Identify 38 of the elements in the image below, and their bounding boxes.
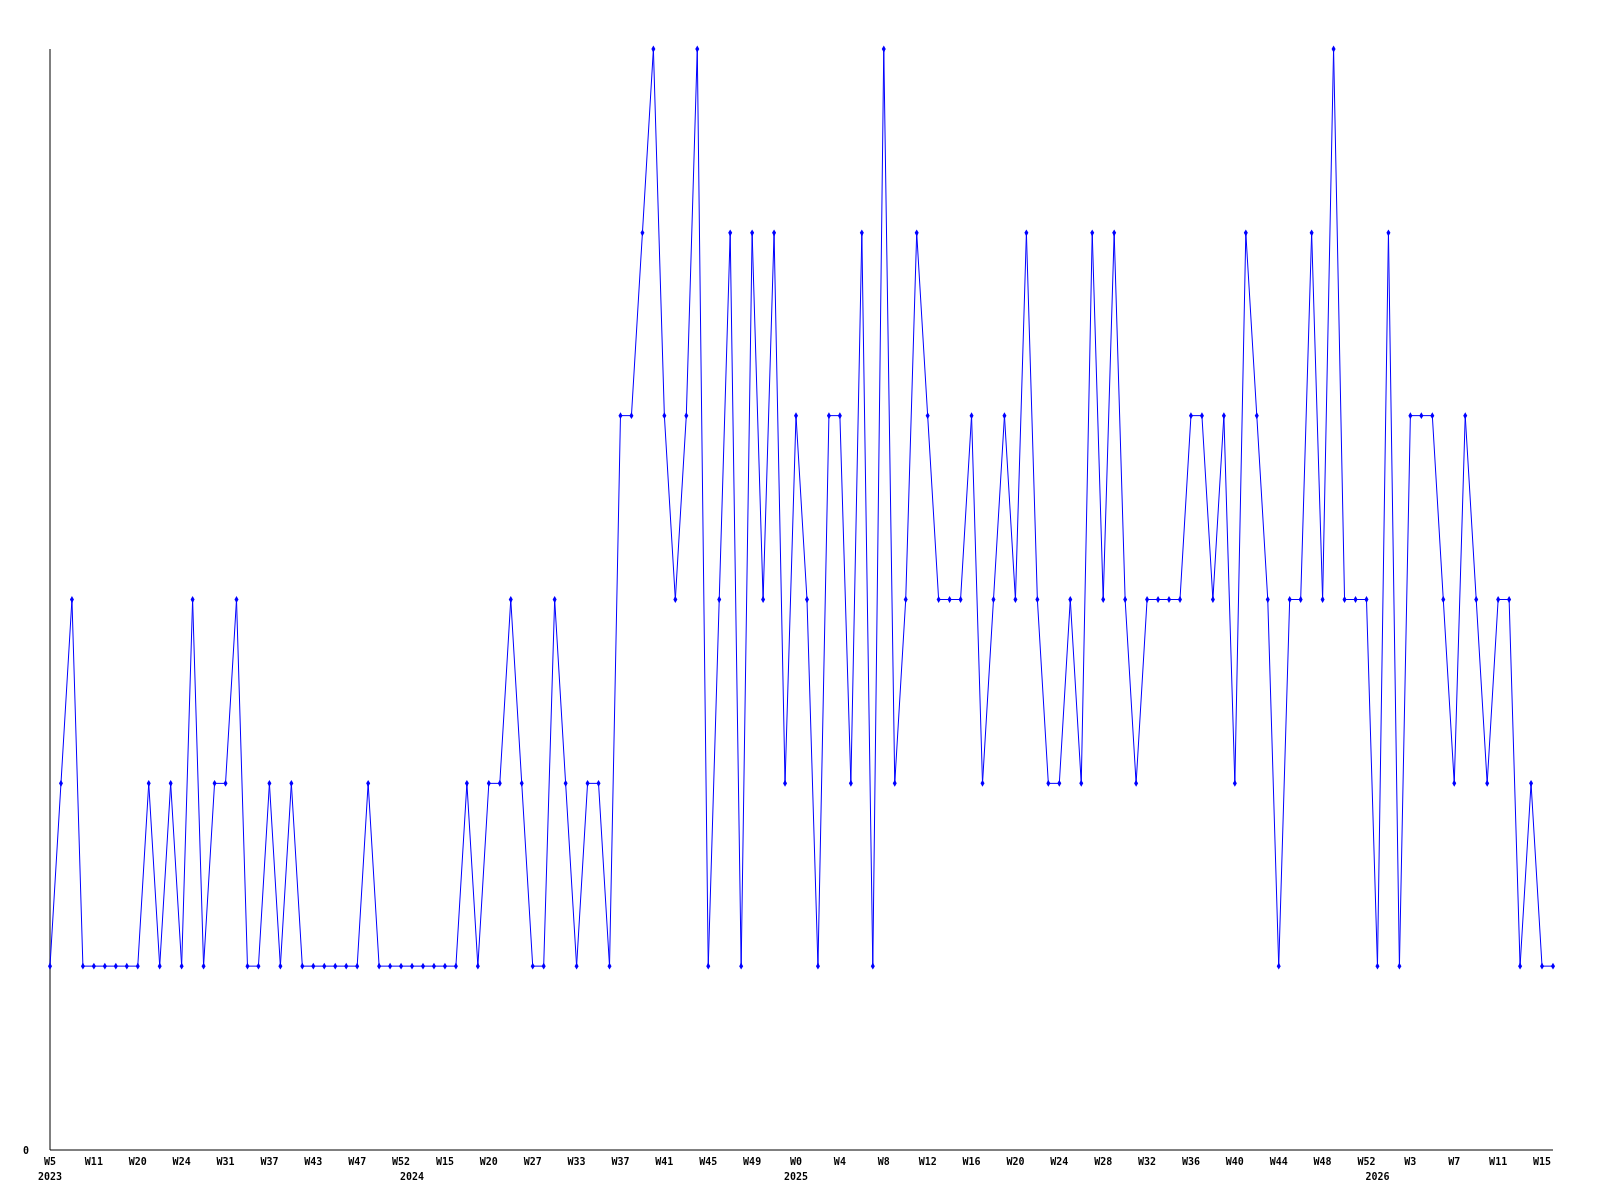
x-tick-label: W0 2025 (783, 1156, 809, 1182)
x-tick-label: 2024 (399, 1171, 425, 1182)
x-tick-label: W24 (172, 1156, 191, 1167)
x-tick-label: W11 (1489, 1156, 1508, 1167)
x-tick-label: W5 2023 (37, 1156, 63, 1182)
x-tick-label: W15 (1533, 1156, 1552, 1167)
x-tick-label: W47 (348, 1156, 367, 1167)
x-tick-label: W11 (84, 1156, 103, 1167)
x-tick-label: W44 (1269, 1156, 1288, 1167)
x-tick-label: W41 (655, 1156, 674, 1167)
x-tick-label: W20 (479, 1156, 498, 1167)
x-tick-label: W7 (1448, 1156, 1461, 1167)
x-tick-label: W3 (1404, 1156, 1417, 1167)
x-tick-label: W37 (611, 1156, 630, 1167)
x-tick-label: W27 (523, 1156, 542, 1167)
x-tick-label: W32 (1138, 1156, 1157, 1167)
x-tick-label: W40 (1225, 1156, 1244, 1167)
x-tick-label: W48 (1313, 1156, 1332, 1167)
x-tick-label: W37 (260, 1156, 279, 1167)
x-tick-label: W49 (743, 1156, 762, 1167)
x-tick-label: W43 (304, 1156, 323, 1167)
x-tick-label: W8 (877, 1156, 890, 1167)
x-tick-label: W20 (1006, 1156, 1025, 1167)
x-tick-label: W31 (216, 1156, 235, 1167)
x-tick-label: W24 (1050, 1156, 1069, 1167)
x-tick-label: W33 (567, 1156, 586, 1167)
x-tick-label: W52 (1357, 1156, 1376, 1167)
x-tick-label: W16 (962, 1156, 981, 1167)
x-tick-label: W12 (918, 1156, 937, 1167)
x-tick-label: W36 (1181, 1156, 1200, 1167)
x-tick-label: W28 (1094, 1156, 1113, 1167)
x-tick-label: W52 (392, 1156, 411, 1167)
x-tick-label: 2026 (1365, 1171, 1390, 1182)
x-tick-label: W45 (699, 1156, 718, 1167)
x-tick-label: W15 (435, 1156, 454, 1167)
x-tick-label: W4 (833, 1156, 846, 1167)
text: 0 (22, 1145, 30, 1156)
x-tick-label: W20 (128, 1156, 147, 1167)
